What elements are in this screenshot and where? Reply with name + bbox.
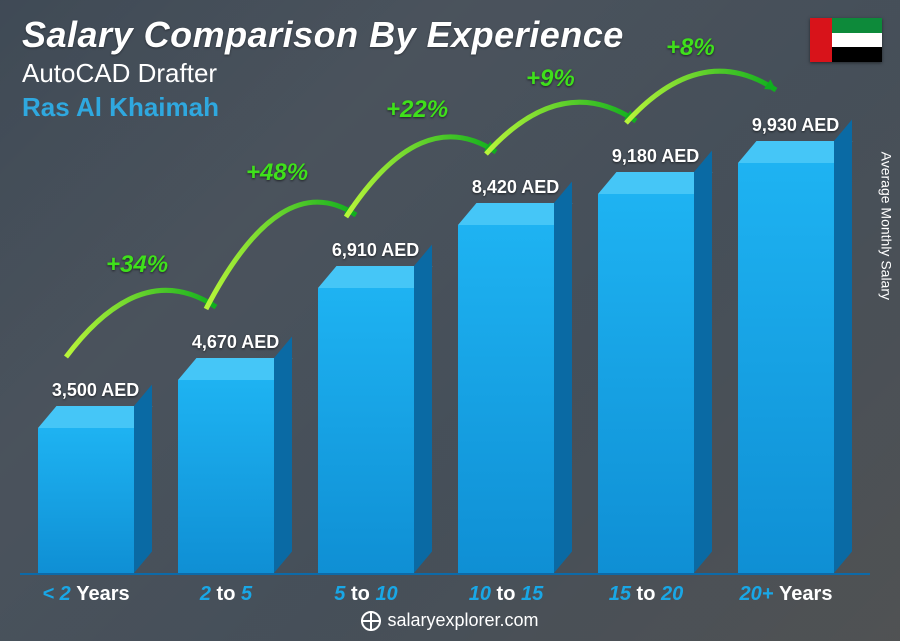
location-label: Ras Al Khaimah [22, 92, 219, 123]
increase-label: +22% [386, 96, 448, 124]
page-subtitle: AutoCAD Drafter [22, 58, 217, 89]
bar-chart: 3,500 AED< 2 Years4,670 AED2 to 5+34%6,9… [20, 130, 870, 573]
increase-arrow-icon [20, 130, 880, 540]
increase-label: +9% [526, 65, 575, 93]
increase-label: +8% [666, 34, 715, 62]
x-axis-label: < 2 Years [16, 583, 156, 606]
x-axis-label: 2 to 5 [156, 583, 296, 606]
x-axis-label: 20+ Years [716, 583, 856, 606]
footer-text: salaryexplorer.com [387, 610, 538, 631]
x-axis-label: 15 to 20 [576, 583, 716, 606]
uae-flag-icon [810, 18, 882, 62]
footer: salaryexplorer.com [0, 610, 900, 631]
x-axis-label: 5 to 10 [296, 583, 436, 606]
x-axis-label: 10 to 15 [436, 583, 576, 606]
flag-hoist [810, 18, 832, 62]
globe-icon [361, 611, 381, 631]
y-axis-label: Average Monthly Salary [878, 152, 894, 300]
page-title: Salary Comparison By Experience [22, 14, 624, 56]
chart-baseline [20, 573, 870, 575]
chart-stage: Salary Comparison By Experience AutoCAD … [0, 0, 900, 641]
